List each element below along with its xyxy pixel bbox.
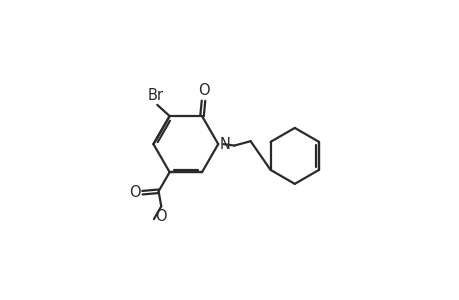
Text: O: O — [197, 83, 209, 98]
Text: O: O — [129, 185, 140, 200]
Text: Br: Br — [147, 88, 163, 103]
Text: O: O — [155, 209, 167, 224]
Text: N: N — [219, 136, 230, 152]
